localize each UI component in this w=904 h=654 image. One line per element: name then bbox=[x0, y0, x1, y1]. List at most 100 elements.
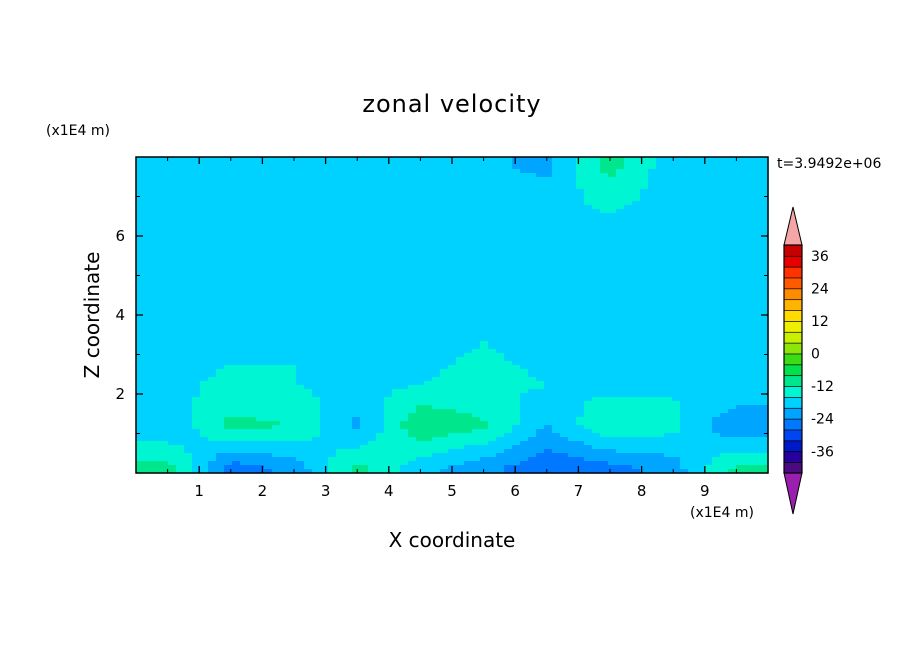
field-cell bbox=[224, 221, 233, 226]
field-cell bbox=[600, 353, 609, 358]
field-cell bbox=[432, 181, 441, 186]
field-cell bbox=[256, 301, 265, 306]
field-cell bbox=[272, 157, 281, 162]
field-cell bbox=[624, 377, 633, 382]
field-cell bbox=[400, 257, 409, 262]
field-cell bbox=[456, 289, 465, 294]
field-cell bbox=[176, 349, 185, 354]
field-cell bbox=[232, 161, 241, 166]
field-cell bbox=[416, 265, 425, 270]
field-cell bbox=[448, 353, 457, 358]
field-cell bbox=[480, 265, 489, 270]
field-cell bbox=[272, 373, 281, 378]
field-cell bbox=[176, 165, 185, 170]
field-cell bbox=[560, 337, 569, 342]
field-cell bbox=[520, 157, 529, 162]
field-cell bbox=[448, 297, 457, 302]
field-cell bbox=[344, 405, 353, 410]
field-cell bbox=[232, 357, 241, 362]
field-cell bbox=[240, 321, 249, 326]
field-cell bbox=[728, 333, 737, 338]
field-cell bbox=[672, 273, 681, 278]
field-cell bbox=[624, 281, 633, 286]
field-cell bbox=[440, 309, 449, 314]
field-cell bbox=[288, 181, 297, 186]
field-cell bbox=[184, 233, 193, 238]
field-cell bbox=[712, 181, 721, 186]
field-cell bbox=[512, 353, 521, 358]
field-cell bbox=[408, 193, 417, 198]
field-cell bbox=[208, 401, 217, 406]
field-cell bbox=[544, 377, 553, 382]
field-cell bbox=[616, 405, 625, 410]
field-cell bbox=[360, 369, 369, 374]
field-cell bbox=[424, 189, 433, 194]
field-cell bbox=[288, 213, 297, 218]
field-cell bbox=[752, 265, 761, 270]
field-cell bbox=[408, 209, 417, 214]
field-cell bbox=[640, 329, 649, 334]
field-cell bbox=[328, 401, 337, 406]
field-cell bbox=[312, 177, 321, 182]
field-cell bbox=[584, 217, 593, 222]
field-cell bbox=[600, 321, 609, 326]
field-cell bbox=[408, 373, 417, 378]
field-cell bbox=[176, 253, 185, 258]
field-cell bbox=[240, 305, 249, 310]
field-cell bbox=[440, 317, 449, 322]
field-cell bbox=[528, 349, 537, 354]
field-cell bbox=[360, 213, 369, 218]
field-cell bbox=[176, 225, 185, 230]
field-cell bbox=[600, 317, 609, 322]
field-cell bbox=[576, 357, 585, 362]
field-cell bbox=[216, 285, 225, 290]
field-cell bbox=[192, 189, 201, 194]
field-cell bbox=[384, 257, 393, 262]
field-cell bbox=[504, 285, 513, 290]
field-cell bbox=[304, 249, 313, 254]
field-cell bbox=[152, 361, 161, 366]
field-cell bbox=[448, 177, 457, 182]
field-cell bbox=[600, 289, 609, 294]
field-cell bbox=[656, 405, 665, 410]
field-cell bbox=[592, 281, 601, 286]
field-cell bbox=[600, 301, 609, 306]
field-cell bbox=[512, 321, 521, 326]
field-cell bbox=[520, 389, 529, 394]
field-cell bbox=[544, 273, 553, 278]
field-cell bbox=[704, 341, 713, 346]
field-cell bbox=[424, 377, 433, 382]
field-cell bbox=[224, 349, 233, 354]
field-cell bbox=[536, 317, 545, 322]
field-cell bbox=[528, 397, 537, 402]
field-cell bbox=[440, 209, 449, 214]
field-cell bbox=[600, 273, 609, 278]
field-cell bbox=[520, 257, 529, 262]
field-cell bbox=[360, 225, 369, 230]
field-cell bbox=[592, 385, 601, 390]
field-cell bbox=[408, 369, 417, 374]
field-cell bbox=[488, 273, 497, 278]
field-cell bbox=[552, 241, 561, 246]
field-cell bbox=[336, 189, 345, 194]
field-cell bbox=[752, 249, 761, 254]
field-cell bbox=[376, 229, 385, 234]
field-cell bbox=[248, 185, 257, 190]
field-cell bbox=[744, 349, 753, 354]
field-cell bbox=[568, 301, 577, 306]
field-cell bbox=[728, 241, 737, 246]
field-cell bbox=[224, 357, 233, 362]
field-cell bbox=[552, 361, 561, 366]
field-cell bbox=[504, 173, 513, 178]
field-cell bbox=[736, 217, 745, 222]
field-cell bbox=[536, 401, 545, 406]
field-cell bbox=[384, 381, 393, 386]
field-cell bbox=[384, 401, 393, 406]
field-cell bbox=[712, 221, 721, 226]
field-cell bbox=[272, 333, 281, 338]
field-cell bbox=[672, 373, 681, 378]
field-cell bbox=[680, 205, 689, 210]
field-cell bbox=[384, 341, 393, 346]
field-cell bbox=[712, 349, 721, 354]
field-cell bbox=[216, 213, 225, 218]
